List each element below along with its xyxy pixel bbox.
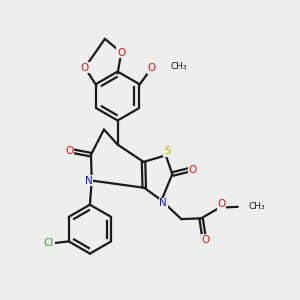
Text: O: O [188, 165, 196, 175]
Text: O: O [147, 63, 155, 73]
Text: O: O [81, 63, 89, 73]
Text: S: S [164, 146, 171, 156]
Text: CH₃: CH₃ [249, 202, 265, 211]
Text: N: N [85, 176, 93, 186]
Text: N: N [159, 198, 167, 208]
Text: O: O [202, 235, 210, 245]
Text: CH₃: CH₃ [170, 62, 187, 71]
Text: O: O [65, 146, 74, 156]
Text: Cl: Cl [44, 238, 54, 248]
Text: O: O [218, 199, 226, 209]
Text: O: O [117, 47, 125, 58]
